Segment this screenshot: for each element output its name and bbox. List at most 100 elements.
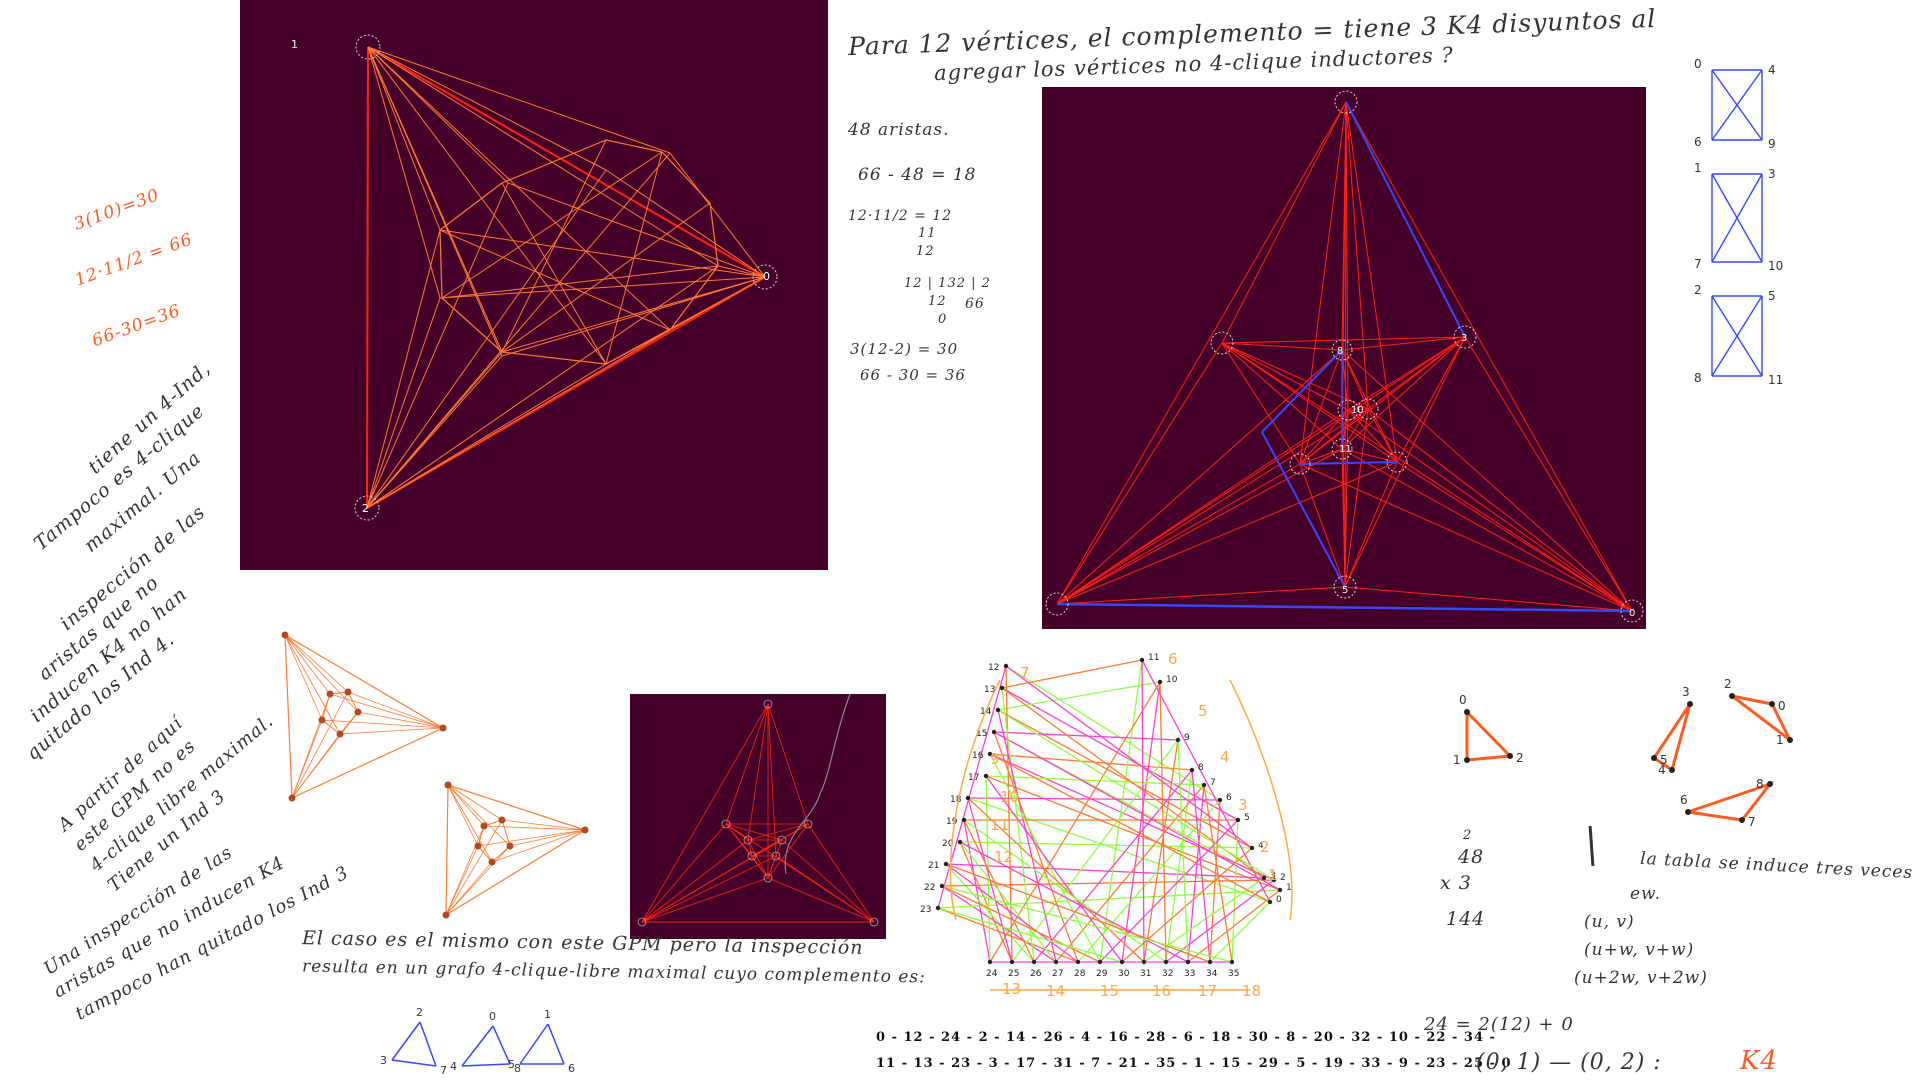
- circulant-node: [1236, 818, 1240, 822]
- orange-graph-2-node: [445, 782, 452, 789]
- orange-triangle-label: 1: [1453, 753, 1461, 767]
- blue-triangle-edge: [392, 1060, 436, 1066]
- circulant-label: 19: [946, 817, 958, 827]
- circulant-label: 23: [920, 905, 931, 915]
- circulant-node: [1176, 738, 1180, 742]
- circulant-node: [1158, 680, 1162, 684]
- circulant-node: [1098, 960, 1102, 964]
- circulant-label: 7: [1210, 778, 1216, 788]
- circulant-edge: [1006, 666, 1252, 848]
- orange-triangle-node: [1739, 817, 1745, 823]
- orange-graph-2-node: [499, 817, 506, 824]
- k4-box-label: 4: [1768, 63, 1776, 77]
- circulant-node: [940, 884, 944, 888]
- circulant-label: 16: [972, 751, 984, 761]
- calc-2: 66 - 48 = 18: [858, 165, 977, 185]
- orange-triangle-node: [1685, 809, 1691, 815]
- orange-triangle-label: 2: [1516, 751, 1524, 765]
- orange-graph-1-node: [440, 725, 447, 732]
- k4-box-label: 5: [1768, 289, 1776, 303]
- circulant-node: [958, 840, 962, 844]
- circulant-edge: [1166, 880, 1274, 962]
- orange-graph-2-node: [582, 827, 589, 834]
- orange-mark: 7: [1020, 664, 1030, 682]
- orange-graph-1: [322, 694, 330, 720]
- calc-1: 48 aristas.: [848, 120, 950, 140]
- mult-4: 144: [1446, 908, 1485, 930]
- orange-triangle-node: [1507, 753, 1513, 759]
- circulant-label: 10: [1166, 675, 1178, 685]
- blue-triangle-edge: [462, 1026, 493, 1066]
- circulant-edge: [1166, 770, 1192, 962]
- orange-graph-1: [285, 635, 330, 694]
- k4-box-label: 7: [1694, 257, 1702, 271]
- circulant-edge: [990, 682, 1160, 962]
- circulant-node: [1142, 960, 1146, 964]
- circulant-label: 31: [1140, 969, 1151, 979]
- k4-box-label: 6: [1694, 135, 1702, 149]
- circulant-node: [936, 906, 940, 910]
- circulant-node: [1186, 960, 1190, 964]
- right-note-2: ew.: [1630, 884, 1661, 904]
- circulant-node: [1032, 960, 1036, 964]
- orange-triangle-node: [1729, 693, 1735, 699]
- blue-triangle-label: 7: [440, 1064, 447, 1077]
- orange-graph-2: [446, 785, 448, 915]
- orange-triangle-node: [1669, 767, 1675, 773]
- circulant-label: 33: [1184, 969, 1195, 979]
- sequence-line-2: 11 - 13 - 23 - 3 - 17 - 31 - 7 - 21 - 35…: [876, 1056, 1512, 1071]
- orange-graph-2: [448, 785, 585, 830]
- orange-graph-2-node: [507, 843, 514, 850]
- orange-graph-2-node: [475, 843, 482, 850]
- orange-triangle-label: 1: [1776, 733, 1784, 747]
- orange-graph-1: [285, 635, 443, 728]
- orange-triangle-label: 2: [1724, 677, 1732, 691]
- orange-mark: 13: [1002, 980, 1021, 998]
- circulant-label: 1: [1286, 883, 1292, 893]
- circulant-node: [1140, 658, 1144, 662]
- circulant-label: 8: [1198, 763, 1204, 773]
- orange-graph-1: [292, 692, 348, 798]
- orange-graph-2: [478, 830, 585, 846]
- orange-graph-1-node: [355, 709, 362, 716]
- mult-3: x 3: [1440, 872, 1472, 894]
- circulant-edge: [964, 820, 1166, 962]
- pair-k4: (0, 1) — (0, 2) :: [1476, 1050, 1662, 1075]
- orange-triangle-node: [1687, 701, 1693, 707]
- orange-triangle: [1467, 712, 1510, 760]
- orange-graph-2: [492, 846, 510, 862]
- circulant-node: [1278, 888, 1282, 892]
- orange-triangle-node: [1787, 737, 1793, 743]
- circulant-node: [1004, 664, 1008, 668]
- orange-graph-1-node: [319, 717, 326, 724]
- circulant-node: [966, 796, 970, 800]
- k4-box-label: 8: [1694, 371, 1702, 385]
- circulant-label: 11: [1148, 653, 1159, 663]
- orange-mark: 1: [1268, 866, 1278, 884]
- circulant-label: 0: [1276, 895, 1282, 905]
- orange-triangle-label: 6: [1680, 793, 1688, 807]
- calc-8: 0: [938, 312, 947, 327]
- circulant-node: [1268, 900, 1272, 904]
- blue-triangle-edge: [462, 1064, 510, 1066]
- blue-triangle-edge: [548, 1024, 564, 1064]
- circulant-label: 29: [1096, 969, 1108, 979]
- circulant-label: 25: [1008, 969, 1019, 979]
- orange-mark: 10: [1000, 788, 1019, 806]
- circulant-label: 2: [1280, 873, 1286, 883]
- circulant-node: [1230, 960, 1234, 964]
- circulant-node: [988, 960, 992, 964]
- circulant-label: 34: [1206, 969, 1218, 979]
- orange-graph-2: [510, 830, 585, 846]
- orange-graph-1: [340, 712, 358, 734]
- right-note-3: (u, v): [1584, 912, 1635, 932]
- circulant-label: 35: [1228, 969, 1239, 979]
- right-note-4: (u+w, v+w): [1584, 940, 1694, 960]
- calc-6: 12 | 132 | 2: [904, 276, 991, 291]
- orange-graph-1-node: [282, 632, 289, 639]
- k4-box-label: 1: [1694, 161, 1702, 175]
- mult-1: 2: [1463, 828, 1472, 843]
- calc-3: 12·11/2 = 12: [848, 208, 952, 224]
- circulant-edge: [994, 732, 1178, 740]
- calc-5: 12: [916, 244, 935, 259]
